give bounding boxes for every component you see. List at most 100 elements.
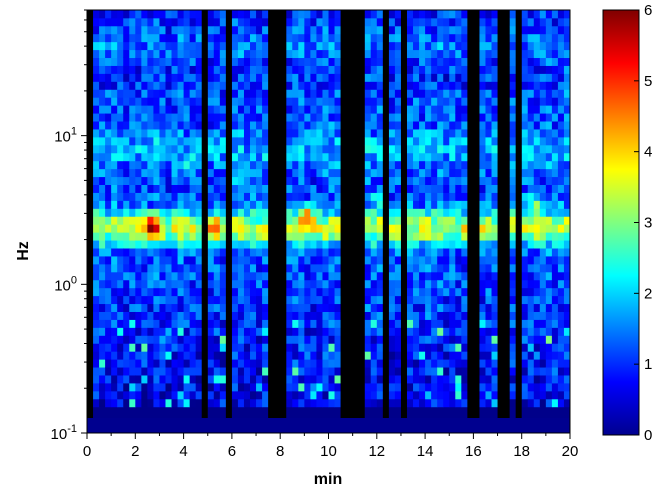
heatmap-cell xyxy=(298,97,305,106)
heatmap-cell xyxy=(213,319,221,328)
heatmap-cell xyxy=(141,240,148,249)
heatmap-cell xyxy=(509,390,517,400)
heatmap-cell xyxy=(521,144,529,154)
heatmap-cell xyxy=(111,303,118,312)
heatmap-cell xyxy=(213,240,221,249)
heatmap-cell xyxy=(449,248,456,257)
heatmap-cell xyxy=(231,136,239,146)
heatmap-cell xyxy=(461,359,468,368)
heatmap-cell xyxy=(509,271,517,281)
heatmap-cell xyxy=(328,295,335,305)
heatmap-cell xyxy=(111,367,118,376)
heatmap-cell xyxy=(437,113,444,122)
heatmap-cell xyxy=(105,200,112,209)
heatmap-cell xyxy=(491,335,498,344)
heatmap-cell xyxy=(189,232,197,241)
heatmap-cell xyxy=(207,263,215,273)
masked-interval xyxy=(382,10,389,418)
heatmap-cell xyxy=(322,65,329,74)
heatmap-cell xyxy=(123,41,130,51)
heatmap-cell xyxy=(129,256,136,265)
heatmap-cell xyxy=(461,176,468,185)
heatmap-cell xyxy=(328,311,335,320)
heatmap-cell xyxy=(437,184,444,193)
heatmap-cell xyxy=(322,41,329,51)
heatmap-cell xyxy=(237,343,245,352)
heatmap-cell xyxy=(250,224,257,233)
heatmap-cell xyxy=(165,383,172,392)
heatmap-cell xyxy=(207,398,215,408)
heatmap-cell xyxy=(334,160,341,170)
heatmap-cell xyxy=(376,200,384,209)
heatmap-cell xyxy=(123,136,130,146)
heatmap-cell xyxy=(449,17,456,27)
heatmap-cell xyxy=(177,49,184,59)
heatmap-cell xyxy=(521,129,529,138)
heatmap-cell xyxy=(219,311,227,320)
heatmap-cell xyxy=(425,152,432,162)
heatmap-cell xyxy=(443,295,450,305)
heatmap-cell xyxy=(551,65,559,74)
heatmap-cell xyxy=(461,113,468,122)
heatmap-cell xyxy=(443,351,450,360)
heatmap-cell xyxy=(231,17,239,27)
heatmap-cell xyxy=(141,216,148,225)
heatmap-cell xyxy=(322,25,329,35)
heatmap-cell xyxy=(437,81,444,90)
heatmap-cell xyxy=(563,200,571,209)
heatmap-cell xyxy=(376,57,384,66)
heatmap-cell xyxy=(334,105,341,114)
heatmap-cell xyxy=(551,129,559,138)
y-tick-label: 10-1 xyxy=(51,423,77,443)
heatmap-cell xyxy=(243,311,251,320)
heatmap-cell xyxy=(394,327,402,336)
heatmap-cell xyxy=(135,33,142,43)
heatmap-cell xyxy=(455,200,462,209)
heatmap-cell xyxy=(99,17,106,27)
heatmap-cell xyxy=(243,343,251,352)
heatmap-cell xyxy=(117,113,124,122)
heatmap-cell xyxy=(334,248,341,257)
heatmap-cell xyxy=(243,41,251,51)
heatmap-cell xyxy=(533,319,541,328)
heatmap-cell xyxy=(437,97,444,106)
heatmap-cell xyxy=(376,73,384,82)
heatmap-cell xyxy=(394,256,402,265)
heatmap-cell xyxy=(485,200,492,209)
heatmap-cell xyxy=(376,152,384,162)
heatmap-cell xyxy=(364,10,372,19)
heatmap-cell xyxy=(213,121,221,130)
heatmap-cell xyxy=(129,351,136,360)
heatmap-cell xyxy=(286,311,293,320)
heatmap-cell xyxy=(183,319,191,328)
heatmap-cell xyxy=(237,359,245,368)
heatmap-cell xyxy=(406,176,414,185)
heatmap-cell xyxy=(370,49,378,59)
heatmap-cell xyxy=(376,129,384,138)
colorbar-tick-label: 4 xyxy=(644,144,652,161)
heatmap-cell xyxy=(485,263,492,273)
heatmap-cell xyxy=(443,105,450,114)
heatmap-cell xyxy=(557,65,565,74)
heatmap-cell xyxy=(237,176,245,185)
heatmap-cell xyxy=(93,160,100,170)
heatmap-cell xyxy=(207,335,215,344)
heatmap-cell xyxy=(219,224,227,233)
heatmap-cell xyxy=(147,208,154,217)
heatmap-cell xyxy=(219,184,227,193)
heatmap-cell xyxy=(171,97,178,106)
heatmap-cell xyxy=(213,25,221,35)
heatmap-cell xyxy=(256,136,263,146)
heatmap-cell xyxy=(388,303,396,312)
heatmap-cell xyxy=(177,240,184,249)
heatmap-cell xyxy=(237,216,245,225)
heatmap-cell xyxy=(286,121,293,130)
heatmap-cell xyxy=(388,232,396,241)
heatmap-cell xyxy=(557,136,565,146)
heatmap-cell xyxy=(364,97,372,106)
heatmap-cell xyxy=(431,295,438,305)
heatmap-cell xyxy=(117,375,124,384)
heatmap-cell xyxy=(388,25,396,35)
heatmap-cell xyxy=(256,295,263,305)
heatmap-cell xyxy=(406,208,414,217)
